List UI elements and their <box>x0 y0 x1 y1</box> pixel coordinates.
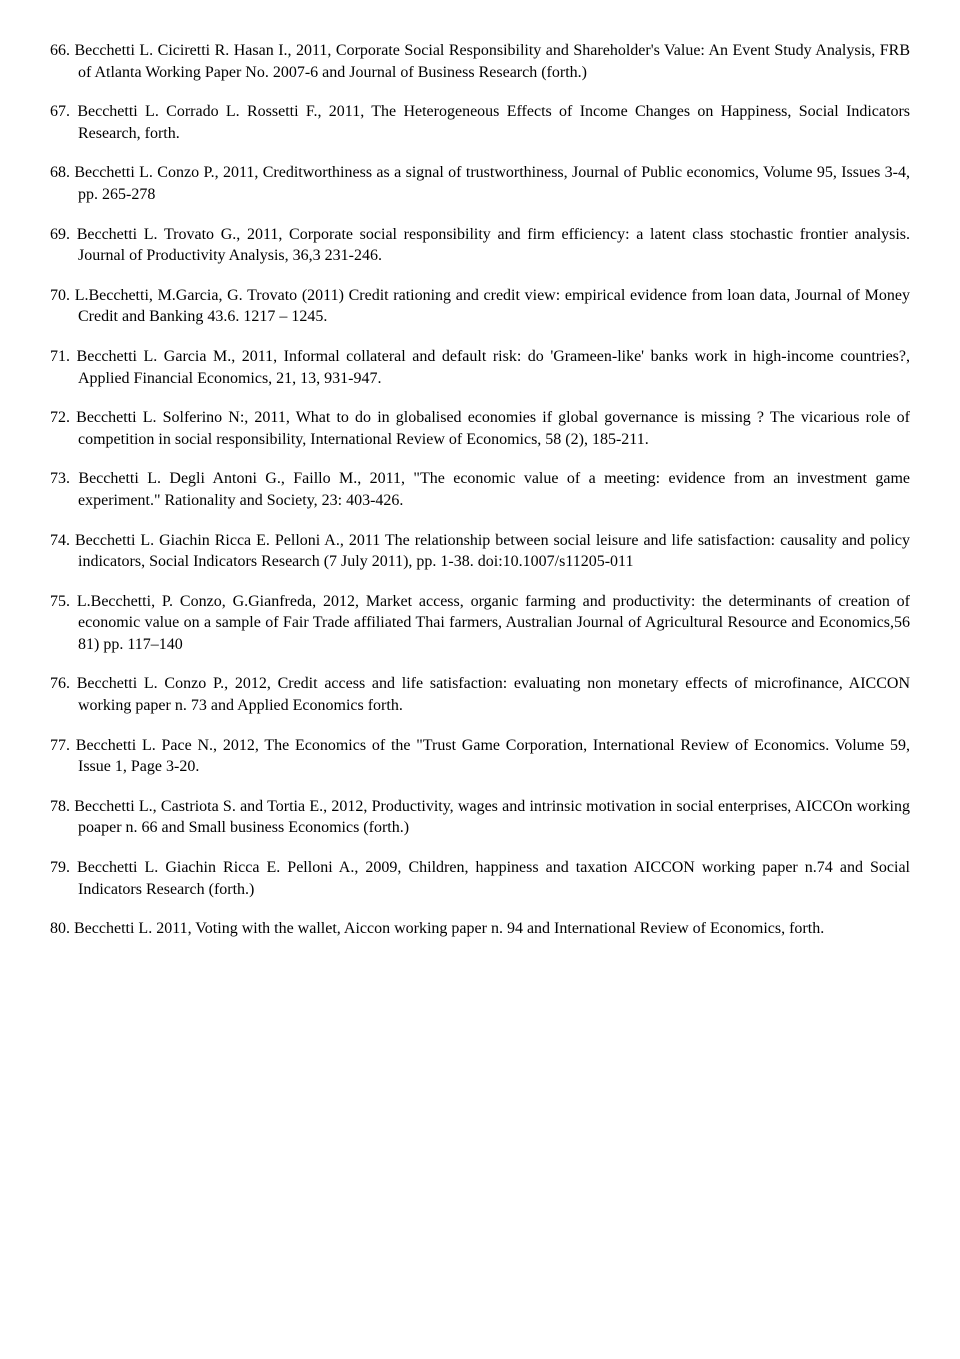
reference-number: 78. <box>50 798 74 815</box>
reference-text: Becchetti L. Pace N., 2012, The Economic… <box>76 737 910 776</box>
reference-number: 73. <box>50 470 78 487</box>
reference-item: 66. Becchetti L. Ciciretti R. Hasan I., … <box>50 40 910 83</box>
reference-number: 71. <box>50 348 77 365</box>
reference-text: Becchetti L. Trovato G., 2011, Corporate… <box>77 226 910 265</box>
reference-text: Becchetti L. 2011, Voting with the walle… <box>74 920 824 937</box>
reference-number: 76. <box>50 675 77 692</box>
reference-text: L.Becchetti, P. Conzo, G.Gianfreda, 2012… <box>77 593 910 653</box>
reference-number: 77. <box>50 737 76 754</box>
reference-text: Becchetti L. Degli Antoni G., Faillo M.,… <box>78 470 910 509</box>
reference-number: 79. <box>50 859 77 876</box>
reference-item: 68. Becchetti L. Conzo P., 2011, Creditw… <box>50 162 910 205</box>
reference-number: 70. <box>50 287 75 304</box>
reference-item: 77. Becchetti L. Pace N., 2012, The Econ… <box>50 735 910 778</box>
reference-item: 69. Becchetti L. Trovato G., 2011, Corpo… <box>50 224 910 267</box>
reference-item: 71. Becchetti L. Garcia M., 2011, Inform… <box>50 346 910 389</box>
reference-item: 67. Becchetti L. Corrado L. Rossetti F.,… <box>50 101 910 144</box>
reference-text: Becchetti L. Corrado L. Rossetti F., 201… <box>77 103 910 142</box>
reference-text: Becchetti L. Conzo P., 2011, Creditworth… <box>74 164 910 203</box>
reference-text: Becchetti L. Ciciretti R. Hasan I., 2011… <box>75 42 911 81</box>
reference-number: 67. <box>50 103 77 120</box>
reference-item: 73. Becchetti L. Degli Antoni G., Faillo… <box>50 468 910 511</box>
reference-number: 69. <box>50 226 77 243</box>
reference-number: 74. <box>50 532 75 549</box>
reference-text: Becchetti L. Giachin Ricca E. Pelloni A.… <box>77 859 910 898</box>
reference-list: 66. Becchetti L. Ciciretti R. Hasan I., … <box>50 40 910 940</box>
reference-item: 79. Becchetti L. Giachin Ricca E. Pellon… <box>50 857 910 900</box>
reference-text: L.Becchetti, M.Garcia, G. Trovato (2011)… <box>75 287 910 326</box>
reference-text: Becchetti L. Giachin Ricca E. Pelloni A.… <box>75 532 910 571</box>
reference-text: Becchetti L. Conzo P., 2012, Credit acce… <box>77 675 910 714</box>
reference-text: Becchetti L. Solferino N:, 2011, What to… <box>76 409 910 448</box>
reference-number: 80. <box>50 920 74 937</box>
reference-number: 68. <box>50 164 74 181</box>
reference-item: 75. L.Becchetti, P. Conzo, G.Gianfreda, … <box>50 591 910 656</box>
reference-item: 72. Becchetti L. Solferino N:, 2011, Wha… <box>50 407 910 450</box>
reference-item: 74. Becchetti L. Giachin Ricca E. Pellon… <box>50 530 910 573</box>
reference-number: 75. <box>50 593 77 610</box>
reference-item: 80. Becchetti L. 2011, Voting with the w… <box>50 918 910 940</box>
reference-text: Becchetti L. Garcia M., 2011, Informal c… <box>77 348 910 387</box>
reference-number: 66. <box>50 42 75 59</box>
reference-number: 72. <box>50 409 76 426</box>
reference-text: Becchetti L., Castriota S. and Tortia E.… <box>74 798 910 837</box>
reference-item: 70. L.Becchetti, M.Garcia, G. Trovato (2… <box>50 285 910 328</box>
reference-item: 78. Becchetti L., Castriota S. and Torti… <box>50 796 910 839</box>
reference-item: 76. Becchetti L. Conzo P., 2012, Credit … <box>50 673 910 716</box>
